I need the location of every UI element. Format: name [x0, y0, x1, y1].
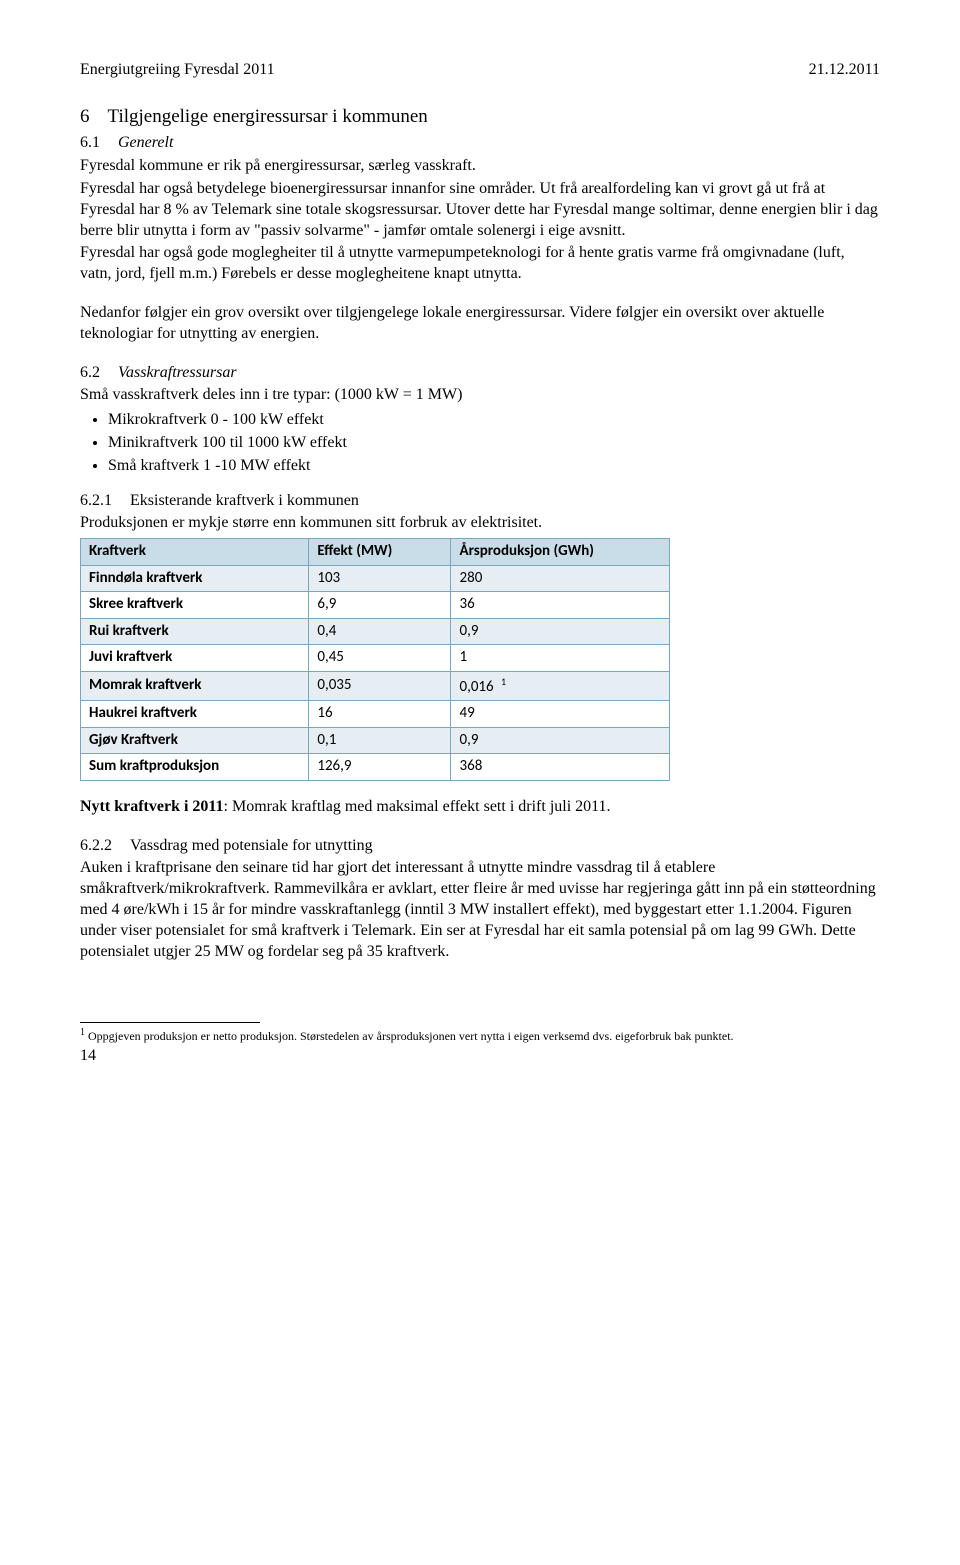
table-cell: 16 [309, 701, 451, 728]
nytt-kraftverk-note: Nytt kraftverk i 2011: Momrak kraftlag m… [80, 797, 880, 818]
body-text: Små vasskraftverk deles inn i tre typar:… [80, 385, 880, 406]
table-cell: 0,45 [309, 645, 451, 672]
section-6-2-number: 6.2 [80, 364, 100, 381]
body-text: Auken i kraftprisane den seinare tid har… [80, 858, 880, 962]
table-cell: Rui kraftverk [81, 618, 309, 645]
table-row: Rui kraftverk0,40,9 [81, 618, 670, 645]
table-cell: Haukrei kraftverk [81, 701, 309, 728]
table-cell: 36 [451, 592, 670, 619]
table-cell: Juvi kraftverk [81, 645, 309, 672]
page-header: Energiutgreiing Fyresdal 2011 21.12.2011 [80, 60, 880, 81]
table-cell: 1 [451, 645, 670, 672]
table-cell: 0,016 1 [451, 671, 670, 701]
table-cell: 0,1 [309, 727, 451, 754]
table-row: Haukrei kraftverk1649 [81, 701, 670, 728]
footnote-separator [80, 1022, 260, 1023]
section-6-1-heading: 6.1 Generelt [80, 133, 880, 154]
table-header-row: Kraftverk Effekt (MW) Årsproduksjon (GWh… [81, 539, 670, 566]
section-6-2-2-heading: 6.2.2 Vassdrag med potensiale for utnytti… [80, 836, 880, 857]
table-cell: 0,9 [451, 618, 670, 645]
table-row: Skree kraftverk6,936 [81, 592, 670, 619]
footnote-text: Oppgjeven produksjon er netto produksjon… [88, 1029, 734, 1043]
table-row: Momrak kraftverk0,0350,016 1 [81, 671, 670, 701]
section-6-2-2-title: Vassdrag med potensiale for utnytting [130, 837, 373, 854]
table-cell: 0,035 [309, 671, 451, 701]
table-cell: Skree kraftverk [81, 592, 309, 619]
table-cell: 0,9 [451, 727, 670, 754]
body-text: Fyresdal kommune er rik på energiressurs… [80, 156, 880, 177]
table-col-kraftverk: Kraftverk [81, 539, 309, 566]
list-item: Små kraftverk 1 -10 MW effekt [108, 456, 880, 477]
footnote-ref-inline: 1 [501, 675, 506, 688]
bullet-list: Mikrokraftverk 0 - 100 kW effekt Minikra… [108, 410, 880, 476]
table-cell: 280 [451, 565, 670, 592]
section-6-heading: 6 Tilgjengelige energiressursar i kommune… [80, 105, 880, 130]
body-text: Nedanfor følgjer ein grov oversikt over … [80, 303, 880, 345]
table-row: Sum kraftproduksjon126,9368 [81, 754, 670, 781]
section-6-2-2-number: 6.2.2 [80, 837, 112, 854]
nytt-kraftverk-text: : Momrak kraftlag med maksimal effekt se… [224, 798, 611, 815]
table-cell: 0,4 [309, 618, 451, 645]
footnote: 1 Oppgjeven produksjon er netto produksj… [80, 1027, 880, 1044]
section-6-2-title: Vasskraftressursar [118, 364, 237, 381]
table-cell: 6,9 [309, 592, 451, 619]
table-cell: Momrak kraftverk [81, 671, 309, 701]
section-6-2-1-number: 6.2.1 [80, 492, 112, 509]
section-6-2-1-title: Eksisterande kraftverk i kommunen [130, 492, 359, 509]
kraftverk-table: Kraftverk Effekt (MW) Årsproduksjon (GWh… [80, 538, 670, 781]
table-row: Juvi kraftverk0,451 [81, 645, 670, 672]
section-6-1-number: 6.1 [80, 134, 100, 151]
table-cell: 103 [309, 565, 451, 592]
section-6-title: Tilgjengelige energiressursar i kommunen [108, 106, 428, 127]
table-row: Gjøv Kraftverk0,10,9 [81, 727, 670, 754]
table-cell: Finndøla kraftverk [81, 565, 309, 592]
table-cell: Gjøv Kraftverk [81, 727, 309, 754]
page-number: 14 [80, 1046, 880, 1067]
section-6-number: 6 [80, 106, 90, 127]
table-row: Finndøla kraftverk103280 [81, 565, 670, 592]
table-cell: 126,9 [309, 754, 451, 781]
list-item: Mikrokraftverk 0 - 100 kW effekt [108, 410, 880, 431]
table-cell: 49 [451, 701, 670, 728]
table-col-aarsproduksjon: Årsproduksjon (GWh) [451, 539, 670, 566]
body-text: Fyresdal har også betydelege bioenergire… [80, 179, 880, 241]
footnote-ref: 1 [80, 1027, 85, 1038]
table-cell: Sum kraftproduksjon [81, 754, 309, 781]
body-text: Fyresdal har også gode moglegheiter til … [80, 243, 880, 285]
nytt-kraftverk-label: Nytt kraftverk i 2011 [80, 798, 224, 815]
section-6-2-heading: 6.2 Vasskraftressursar [80, 363, 880, 384]
section-6-1-title: Generelt [118, 134, 173, 151]
header-left: Energiutgreiing Fyresdal 2011 [80, 60, 275, 81]
table-col-effekt: Effekt (MW) [309, 539, 451, 566]
list-item: Minikraftverk 100 til 1000 kW effekt [108, 433, 880, 454]
section-6-2-1-heading: 6.2.1 Eksisterande kraftverk i kommunen [80, 491, 880, 512]
body-text: Produksjonen er mykje større enn kommune… [80, 513, 880, 534]
header-right: 21.12.2011 [809, 60, 880, 81]
table-cell: 368 [451, 754, 670, 781]
